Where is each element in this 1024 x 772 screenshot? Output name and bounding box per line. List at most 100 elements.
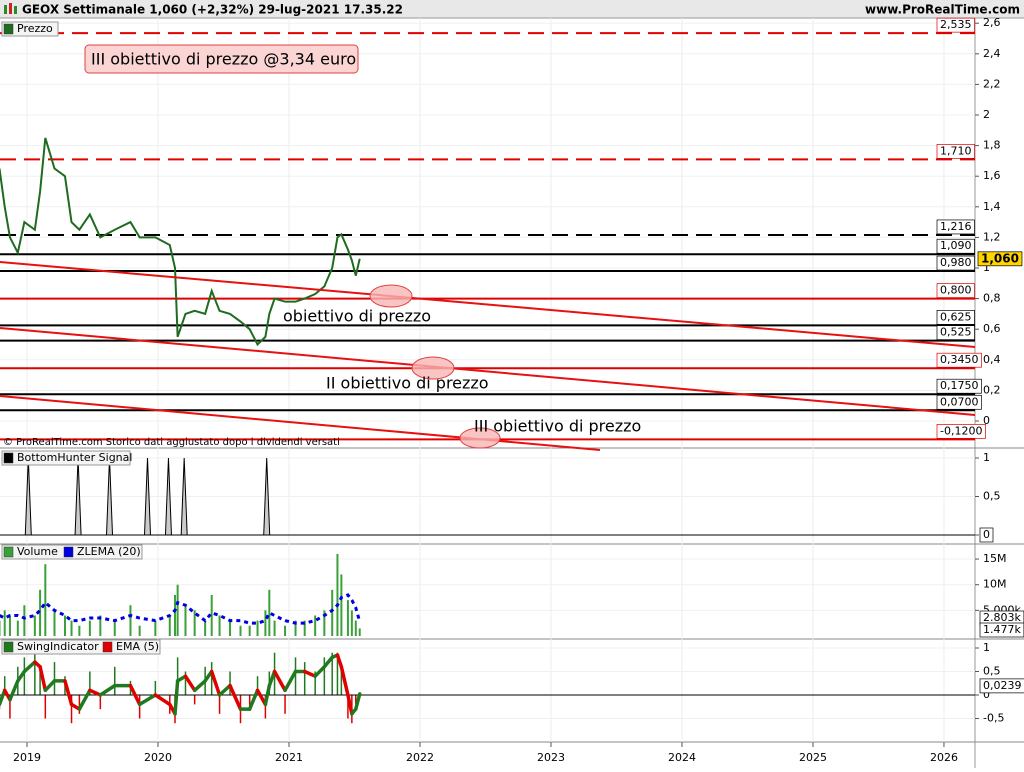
volume-bar — [257, 621, 259, 636]
volume-bar — [264, 610, 266, 636]
volume-bar — [229, 621, 231, 636]
volume-bar — [359, 628, 361, 636]
ema-segment — [175, 681, 178, 714]
volume-bar — [34, 615, 36, 636]
legend-item: Prezzo — [4, 22, 53, 35]
x-tick-label: 2023 — [537, 751, 565, 764]
ema-segment — [324, 657, 332, 666]
ema-segment — [100, 686, 114, 695]
value-label: -0,1200 — [940, 424, 982, 437]
y-tick-label: 2 — [983, 108, 990, 121]
ema-segment — [10, 681, 18, 700]
volume-bar — [64, 615, 66, 636]
volume-bar — [169, 615, 171, 636]
ema-segment — [40, 667, 45, 691]
y-tick-label: 1,6 — [983, 169, 1001, 182]
value-label: 0,980 — [940, 256, 972, 269]
legend-item: Volume — [4, 545, 58, 558]
volume-bar — [347, 600, 349, 636]
volume-bar — [268, 590, 270, 636]
y-tick-label: 2,6 — [983, 16, 1001, 29]
y-tick-label: 0,6 — [983, 322, 1001, 335]
value-label: 0,3450 — [940, 353, 979, 366]
volume-bar — [174, 595, 176, 636]
value-label: 0,1750 — [940, 379, 979, 392]
volume-bar — [78, 626, 80, 636]
ema-segment — [45, 681, 54, 690]
value-label: 1,216 — [940, 220, 972, 233]
annotation: obiettivo di prezzo — [283, 307, 431, 326]
legend-label: SwingIndicator — [17, 640, 99, 653]
y-tick-label: 0,5 — [983, 490, 1001, 503]
annotation: II obiettivo di prezzo — [326, 374, 489, 393]
volume-bar — [204, 621, 206, 636]
x-tick-label: 2020 — [144, 751, 172, 764]
legend-swatch — [4, 642, 13, 652]
ema-segment — [65, 681, 72, 705]
y-tick-label: 0,2 — [983, 383, 1001, 396]
volume-bar — [23, 605, 25, 636]
ema-segment — [79, 690, 89, 709]
ema-segment — [285, 671, 295, 690]
y-tick-label: 1,2 — [983, 230, 1001, 243]
ema-segment — [230, 686, 240, 710]
volume-bar — [53, 610, 55, 636]
x-tick-label: 2024 — [668, 751, 696, 764]
volume-bar — [114, 621, 116, 636]
annotation: III obiettivo di prezzo — [474, 417, 641, 436]
ema-segment — [185, 676, 194, 690]
legend-label: EMA (5) — [116, 640, 159, 653]
volume-bar — [249, 626, 251, 636]
y-tick-label: 10M — [983, 578, 1007, 591]
value-label: 1,710 — [940, 144, 972, 157]
volume-bar — [17, 621, 19, 636]
legend-swatch — [4, 24, 13, 34]
ema-segment — [24, 662, 34, 671]
y-tick-label: 1 — [983, 641, 990, 654]
volume-bar — [284, 626, 286, 636]
y-tick-label: 0,8 — [983, 292, 1001, 305]
ema-segment — [265, 686, 269, 705]
legend-swatch — [103, 642, 112, 652]
header-title: GEOX Settimanale 1,060 (+2,32%) 29-lug-2… — [22, 3, 403, 17]
volume-bar — [129, 605, 131, 636]
legend-label: ZLEMA (20) — [77, 545, 141, 558]
volume-bar — [154, 621, 156, 636]
header-site[interactable]: www.ProRealTime.com — [865, 3, 1020, 17]
y-tick-label: 1,4 — [983, 200, 1001, 213]
volume-bar — [89, 621, 91, 636]
value-label: 0,625 — [940, 310, 972, 323]
volume-bar — [139, 626, 141, 636]
volume-bar — [240, 626, 242, 636]
ema-segment — [212, 671, 220, 695]
y-tick-label: 1,8 — [983, 139, 1001, 152]
ema-segment — [275, 671, 285, 690]
volume-bar — [4, 610, 6, 636]
value-label: 1.477k — [983, 623, 1021, 636]
value-label: 0,525 — [940, 326, 972, 339]
y-tick-label: 15M — [983, 552, 1007, 565]
y-tick-label: 1 — [983, 451, 990, 464]
x-tick-label: 2025 — [799, 751, 827, 764]
legend-swatch — [4, 453, 13, 463]
volume-bar — [44, 564, 46, 636]
x-tick-label: 2021 — [275, 751, 303, 764]
legend-item: SwingIndicator — [4, 640, 99, 653]
x-tick-label: 2019 — [13, 751, 41, 764]
volume-bar — [71, 621, 73, 636]
volume-bar — [331, 590, 333, 636]
y-tick-label: -0,5 — [983, 712, 1004, 725]
volume-bar — [9, 615, 11, 636]
volume-bar — [351, 610, 353, 636]
y-tick-label: 2,4 — [983, 47, 1001, 60]
legend-label: BottomHunter Signal — [17, 451, 132, 464]
value-label: 1,060 — [981, 251, 1019, 265]
x-tick-label: 2022 — [406, 751, 434, 764]
ema-segment — [220, 686, 230, 695]
legend-item: EMA (5) — [103, 640, 159, 653]
value-label: 0,0239 — [983, 679, 1022, 692]
y-tick-label: 2,2 — [983, 77, 1001, 90]
legend-swatch — [4, 547, 13, 557]
volume-bar — [219, 615, 221, 636]
